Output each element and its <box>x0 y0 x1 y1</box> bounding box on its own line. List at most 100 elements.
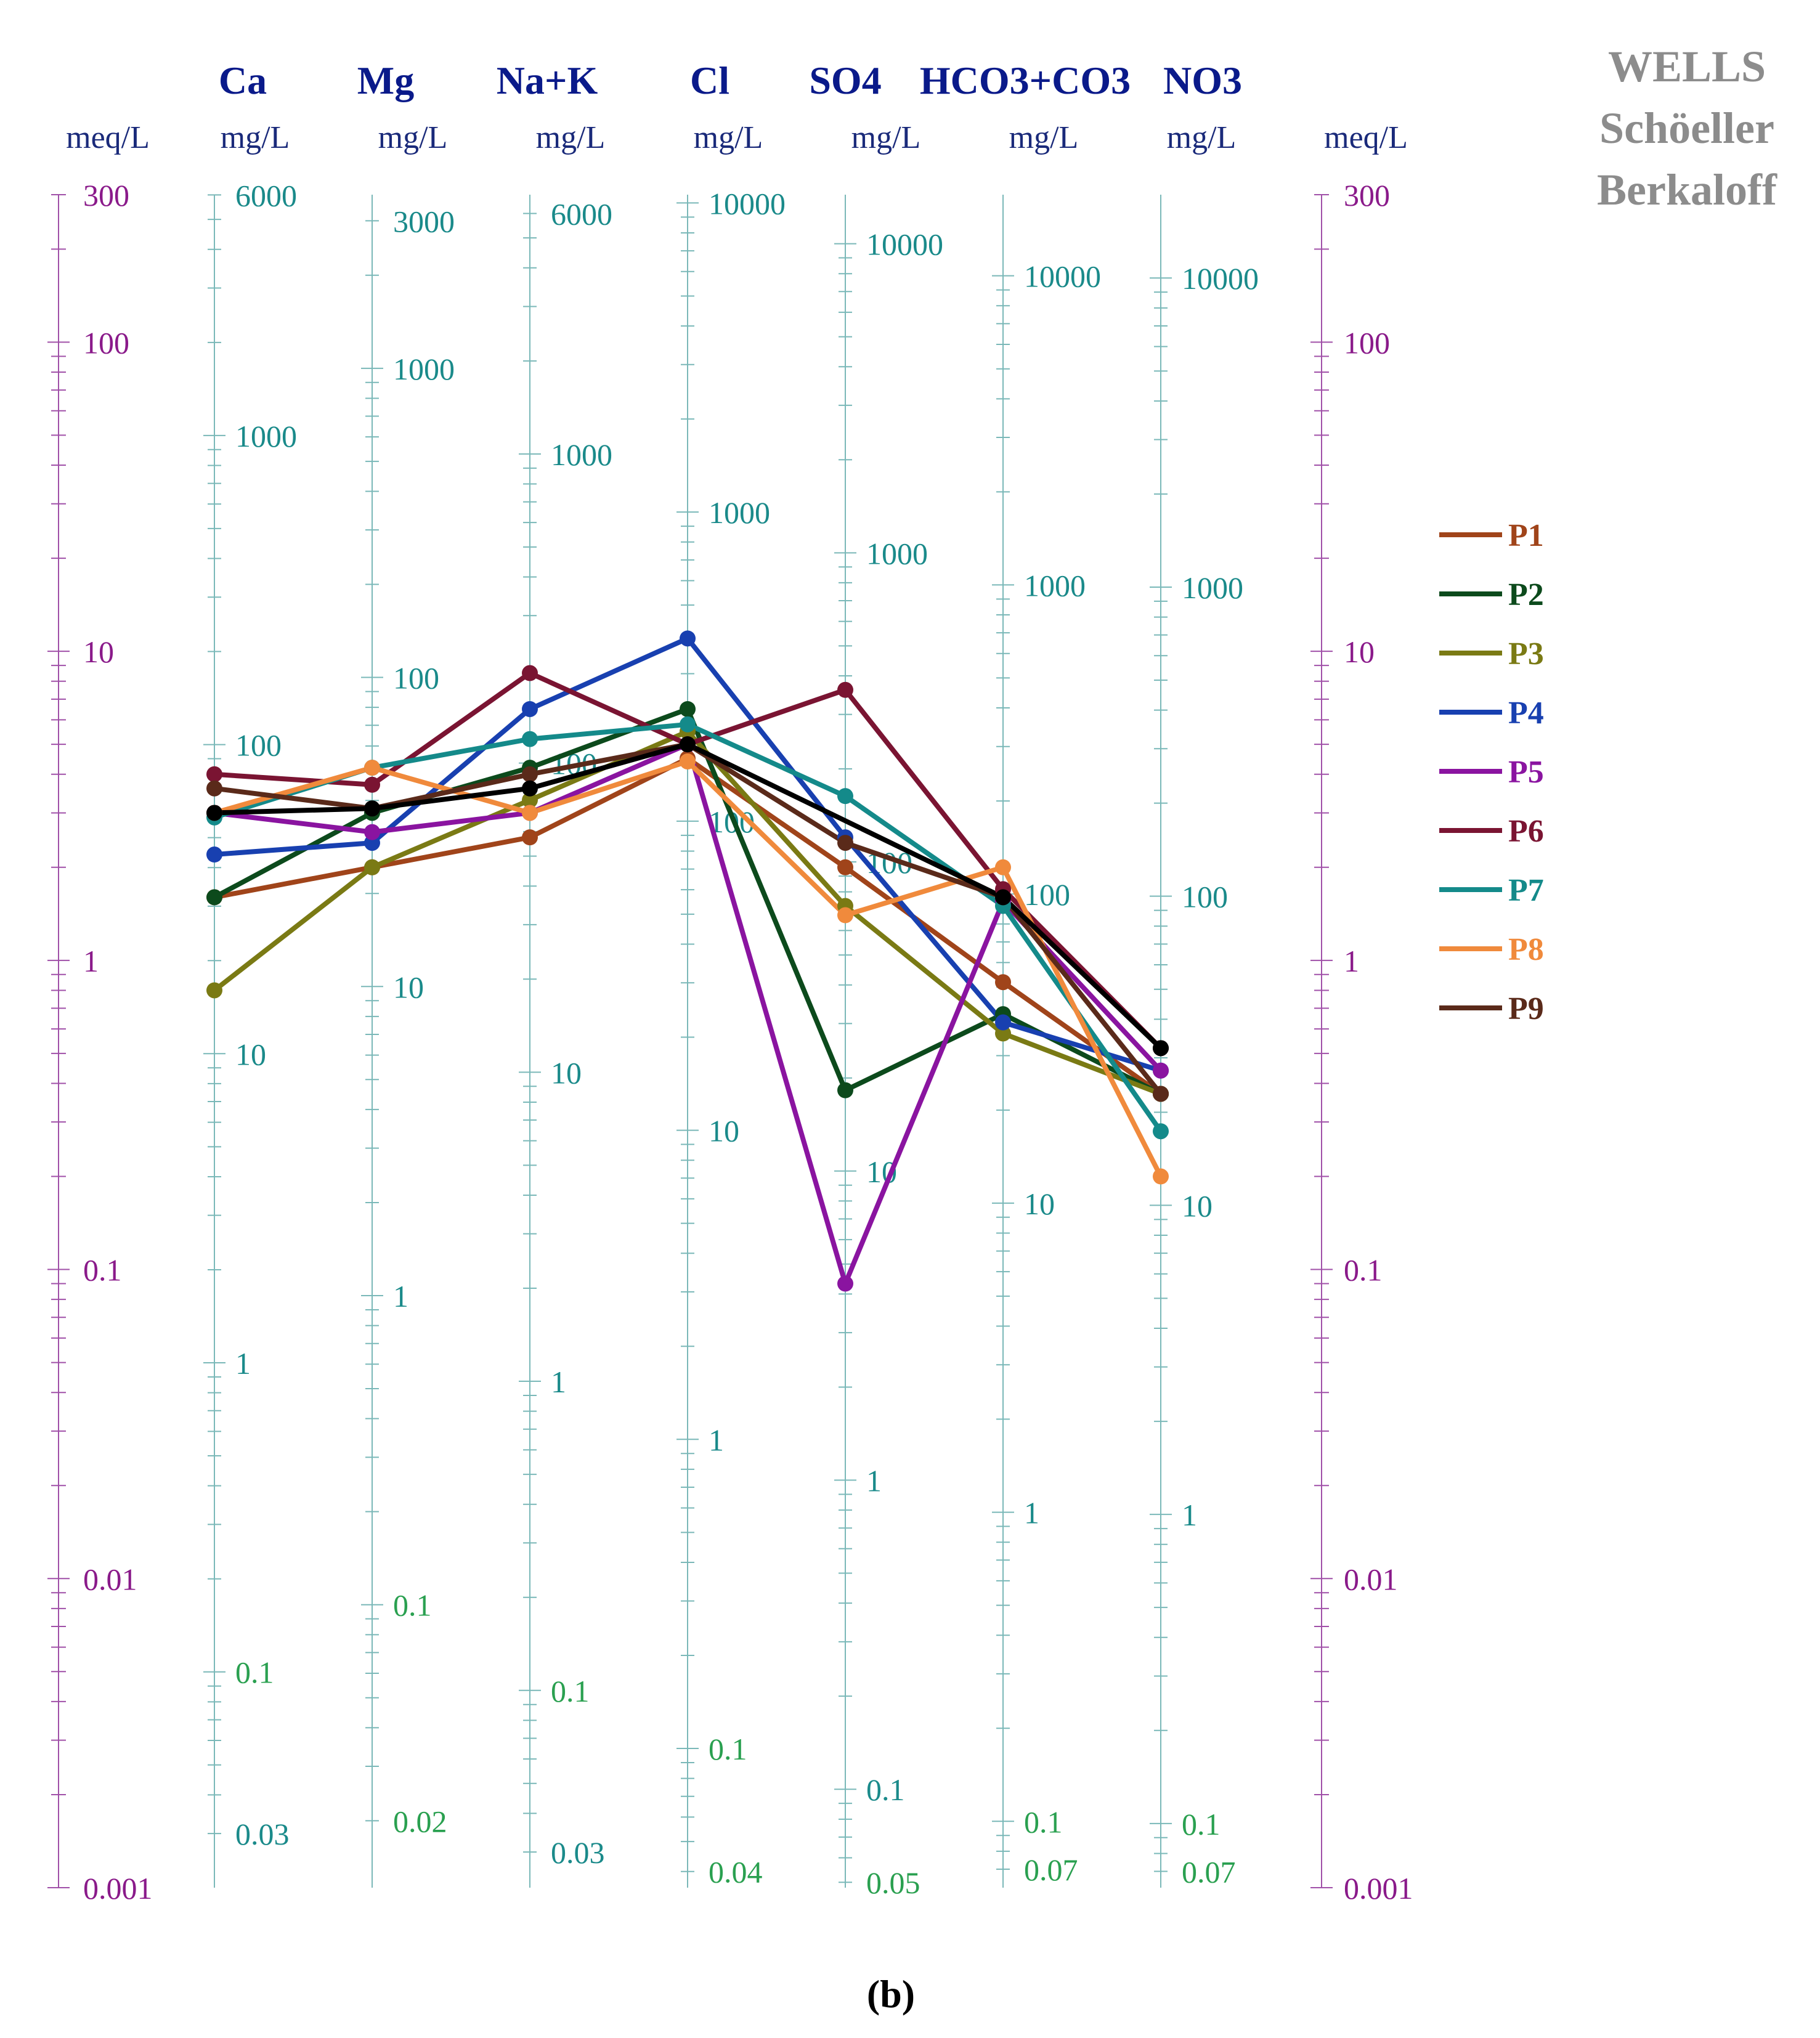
data-point <box>522 792 538 808</box>
data-point <box>206 846 222 863</box>
ion-unit-label: mg/L <box>1167 120 1237 155</box>
legend-label: P3 <box>1508 636 1544 672</box>
ion-unit-label: mg/L <box>1009 120 1079 155</box>
ion-tick-label: 1000 <box>235 419 297 453</box>
legend-label: P6 <box>1508 814 1544 849</box>
data-point <box>680 716 696 733</box>
data-point <box>680 753 696 769</box>
ion-tick-label: 1 <box>551 1365 566 1399</box>
chart-title-line-1: WELLS <box>1608 42 1766 91</box>
ion-tick-label: 1000 <box>1024 568 1086 603</box>
series-line-unlabeled <box>214 742 1163 1050</box>
meq-tick-label: 10 <box>1344 635 1375 669</box>
data-point <box>837 907 853 924</box>
ion-tick-label: 100 <box>393 661 439 696</box>
data-point <box>837 1275 853 1292</box>
ion-tick-label: 10000 <box>866 227 943 262</box>
data-point <box>1153 1168 1169 1185</box>
ion-tick-label: 0.1 <box>866 1772 905 1807</box>
data-point <box>522 731 538 747</box>
data-point <box>206 805 222 821</box>
data-point <box>837 1082 853 1098</box>
legend-label: P1 <box>1508 518 1544 553</box>
ion-name-hco3-co3: HCO3+CO3 <box>920 59 1131 102</box>
meq-tick-label: 1 <box>83 944 99 978</box>
ion-tick-label: 1 <box>1024 1496 1039 1530</box>
legend-label: P5 <box>1508 755 1544 790</box>
ion-tick-label: 1 <box>866 1463 882 1498</box>
ion-unit-label: mg/L <box>851 120 921 155</box>
data-point <box>364 824 380 840</box>
meq-tick-label: 0.01 <box>1344 1562 1398 1596</box>
data-point <box>680 700 696 717</box>
ion-tick-label: 0.03 <box>235 1817 290 1851</box>
ion-tick-label: 10 <box>1024 1187 1055 1221</box>
data-point <box>995 974 1011 991</box>
data-point <box>364 800 380 817</box>
ion-tick-label: 0.02 <box>393 1804 447 1838</box>
ion-tick-label: 10 <box>1182 1188 1213 1223</box>
meq-tick-label: 10 <box>83 635 114 669</box>
ion-tick-label: 10 <box>235 1037 266 1071</box>
ion-tick-label: 3000 <box>393 204 455 238</box>
ion-name-ca: Ca <box>219 59 267 102</box>
ion-tick-label: 10000 <box>1182 261 1259 296</box>
ion-unit-label: mg/L <box>536 120 606 155</box>
legend-label: P4 <box>1508 696 1544 731</box>
meq-unit-label: meq/L <box>66 120 150 155</box>
ion-tick-label: 1 <box>235 1346 251 1381</box>
legend-label: P2 <box>1508 577 1544 612</box>
ion-tick-label: 6000 <box>235 178 297 213</box>
data-point <box>206 889 222 906</box>
data-point <box>364 776 380 793</box>
ion-unit-label: mg/L <box>694 120 763 155</box>
ion-tick-label: 1 <box>709 1423 724 1457</box>
ion-tick-label: 1 <box>1182 1498 1197 1532</box>
data-point <box>995 1025 1011 1042</box>
data-point <box>995 1014 1011 1031</box>
ion-tick-label: 10 <box>393 970 424 1004</box>
data-point <box>1153 1040 1169 1057</box>
data-point <box>522 766 538 782</box>
ion-tick-label: 0.1 <box>1024 1805 1063 1839</box>
data-point <box>364 859 380 875</box>
data-point <box>522 700 538 717</box>
meq-tick-label: 100 <box>83 325 129 360</box>
ion-unit-label: mg/L <box>378 120 448 155</box>
chart-title-line-3: Berkaloff <box>1597 165 1777 214</box>
data-point <box>364 760 380 776</box>
ion-tick-label: 0.04 <box>709 1855 763 1890</box>
legend-label: P8 <box>1508 932 1544 967</box>
meq-tick-label: 0.1 <box>83 1253 122 1288</box>
ion-tick-label: 0.07 <box>1024 1853 1078 1887</box>
data-point <box>522 805 538 821</box>
figure-caption: (b) <box>867 1972 915 2016</box>
ion-tick-label: 10000 <box>1024 259 1101 294</box>
legend-label: P7 <box>1508 873 1544 908</box>
ion-tick-label: 0.1 <box>551 1674 590 1708</box>
ion-name-no3: NO3 <box>1163 59 1242 102</box>
ion-tick-label: 10 <box>551 1055 582 1090</box>
data-point <box>522 780 538 797</box>
data-point <box>995 889 1011 906</box>
data-point <box>1153 1062 1169 1079</box>
ion-name-cl: Cl <box>690 59 729 102</box>
data-point <box>206 780 222 797</box>
meq-unit-label: meq/L <box>1324 120 1408 155</box>
ion-tick-label: 1 <box>393 1279 408 1313</box>
ion-tick-label: 1000 <box>393 352 455 386</box>
meq-tick-label: 0.1 <box>1344 1253 1383 1288</box>
ion-tick-label: 100 <box>1182 880 1228 914</box>
ion-tick-label: 0.1 <box>235 1655 274 1690</box>
ion-tick-label: 1000 <box>709 495 770 530</box>
ion-tick-label: 0.1 <box>393 1588 432 1623</box>
axes-layer: 300 100 10 1 0.1 0.01 0.001 meq/L 300 100 10 1 0.1 0.… <box>47 59 1413 1906</box>
legend-label: P9 <box>1508 991 1544 1026</box>
meq-tick-label: 300 <box>83 178 129 213</box>
ion-tick-label: 0.1 <box>1182 1807 1221 1841</box>
data-point <box>206 766 222 782</box>
meq-tick-label: 300 <box>1344 178 1390 213</box>
meq-tick-label: 1 <box>1344 944 1359 978</box>
data-point <box>1153 1123 1169 1140</box>
